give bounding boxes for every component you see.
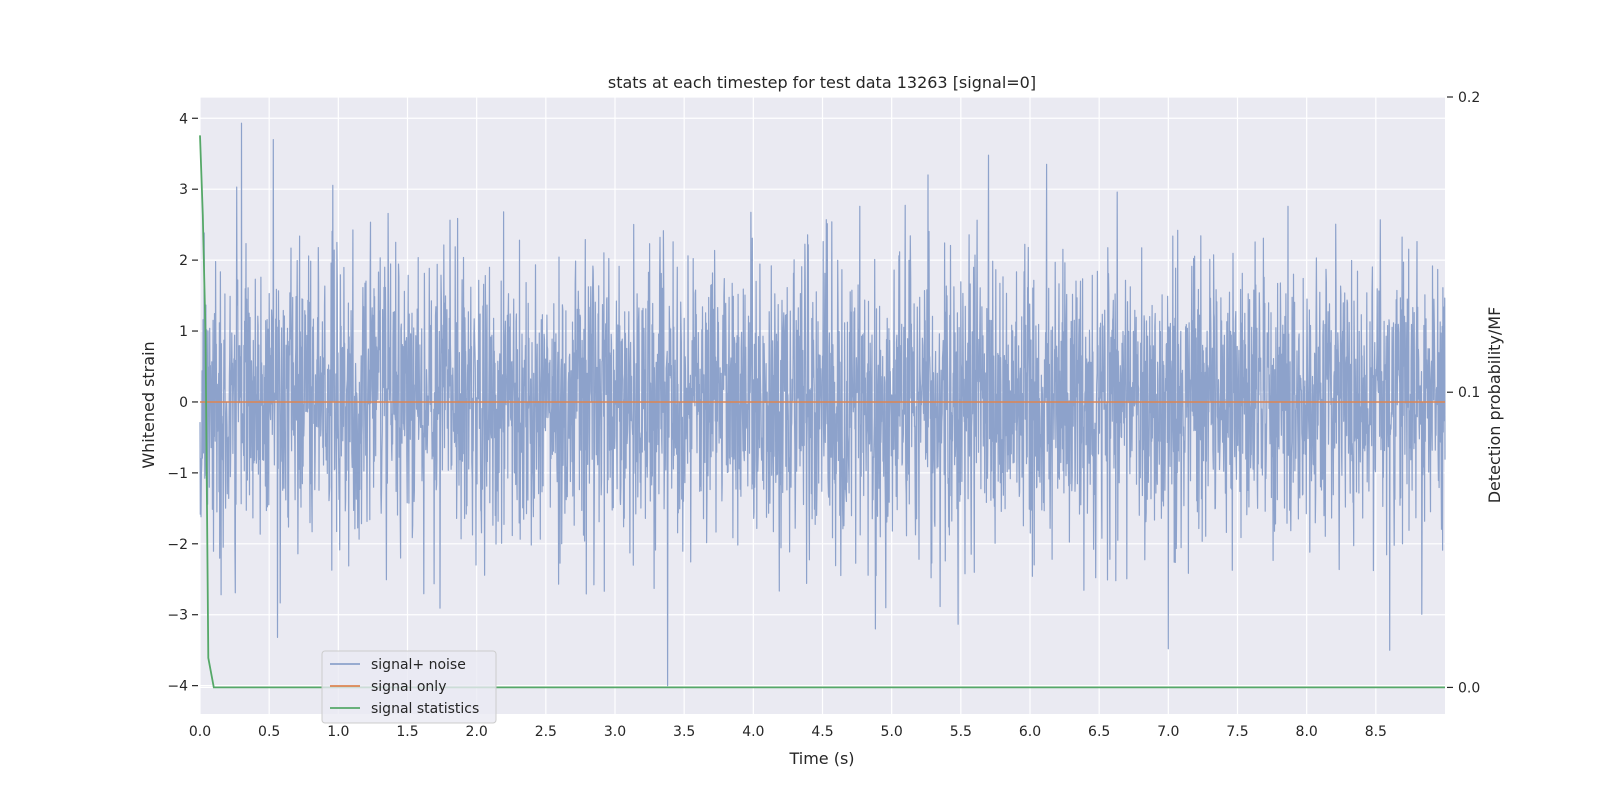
y2-tick-label: 0.2 bbox=[1458, 90, 1480, 106]
y2-tick-label: 0.0 bbox=[1458, 680, 1480, 696]
x-tick-label: 1.0 bbox=[327, 724, 349, 740]
x-tick-label: 0.5 bbox=[258, 724, 280, 740]
x-tick-label: 4.5 bbox=[811, 724, 833, 740]
x-tick-label: 2.5 bbox=[535, 724, 557, 740]
x-tick-label: 5.0 bbox=[881, 724, 903, 740]
x-tick-label: 3.5 bbox=[673, 724, 695, 740]
x-tick-label: 3.0 bbox=[604, 724, 626, 740]
x-tick-label: 5.5 bbox=[950, 724, 972, 740]
y-tick-label: 2 bbox=[179, 253, 188, 269]
y-tick-label: 3 bbox=[179, 182, 188, 198]
x-tick-label: 2.0 bbox=[466, 724, 488, 740]
legend: signal+ noise signal only signal statist… bbox=[321, 650, 497, 724]
x-ticks: 0.0 0.5 1.0 1.5 2.0 2.5 3.0 3.5 4.0 4.5 5.0 5.5 6.0 6… bbox=[189, 724, 1387, 740]
legend-label-stats: signal statistics bbox=[371, 701, 479, 717]
y2-axis-label: Detection probability/MF bbox=[1485, 307, 1504, 504]
series-signal-statistics-line bbox=[199, 135, 1445, 689]
x-tick-label: 8.5 bbox=[1365, 724, 1387, 740]
x-tick-label: 7.5 bbox=[1226, 724, 1248, 740]
y-tick-label: −2 bbox=[167, 537, 188, 553]
legend-box bbox=[321, 650, 497, 724]
x-tick-label: 6.5 bbox=[1088, 724, 1110, 740]
y-tick-label: −4 bbox=[167, 679, 188, 695]
y-ticks: 4 3 2 1 0 −1 −2 −3 −4 bbox=[167, 111, 198, 695]
x-tick-label: 7.0 bbox=[1157, 724, 1179, 740]
x-tick-label: 8.0 bbox=[1296, 724, 1318, 740]
x-tick-label: 1.5 bbox=[396, 724, 418, 740]
y-tick-label: 4 bbox=[179, 111, 188, 127]
x-axis-label: Time (s) bbox=[788, 749, 854, 768]
y2-ticks: 0.2 0.1 0.0 bbox=[1447, 90, 1480, 696]
series-layer bbox=[199, 122, 1446, 689]
series-signal-noise-line bbox=[199, 122, 1446, 687]
y-tick-label: −1 bbox=[167, 466, 188, 482]
legend-label-signal: signal only bbox=[371, 679, 446, 695]
legend-label-noise: signal+ noise bbox=[371, 657, 466, 673]
y-axis-label: Whitened strain bbox=[139, 341, 158, 468]
y2-tick-label: 0.1 bbox=[1458, 385, 1480, 401]
y-tick-label: 1 bbox=[179, 324, 188, 340]
x-tick-label: 6.0 bbox=[1019, 724, 1041, 740]
y-tick-label: −3 bbox=[167, 608, 188, 624]
y-tick-label: 0 bbox=[179, 395, 188, 411]
x-tick-label: 0.0 bbox=[189, 724, 211, 740]
chart-title: stats at each timestep for test data 132… bbox=[608, 73, 1036, 92]
x-tick-label: 4.0 bbox=[742, 724, 764, 740]
